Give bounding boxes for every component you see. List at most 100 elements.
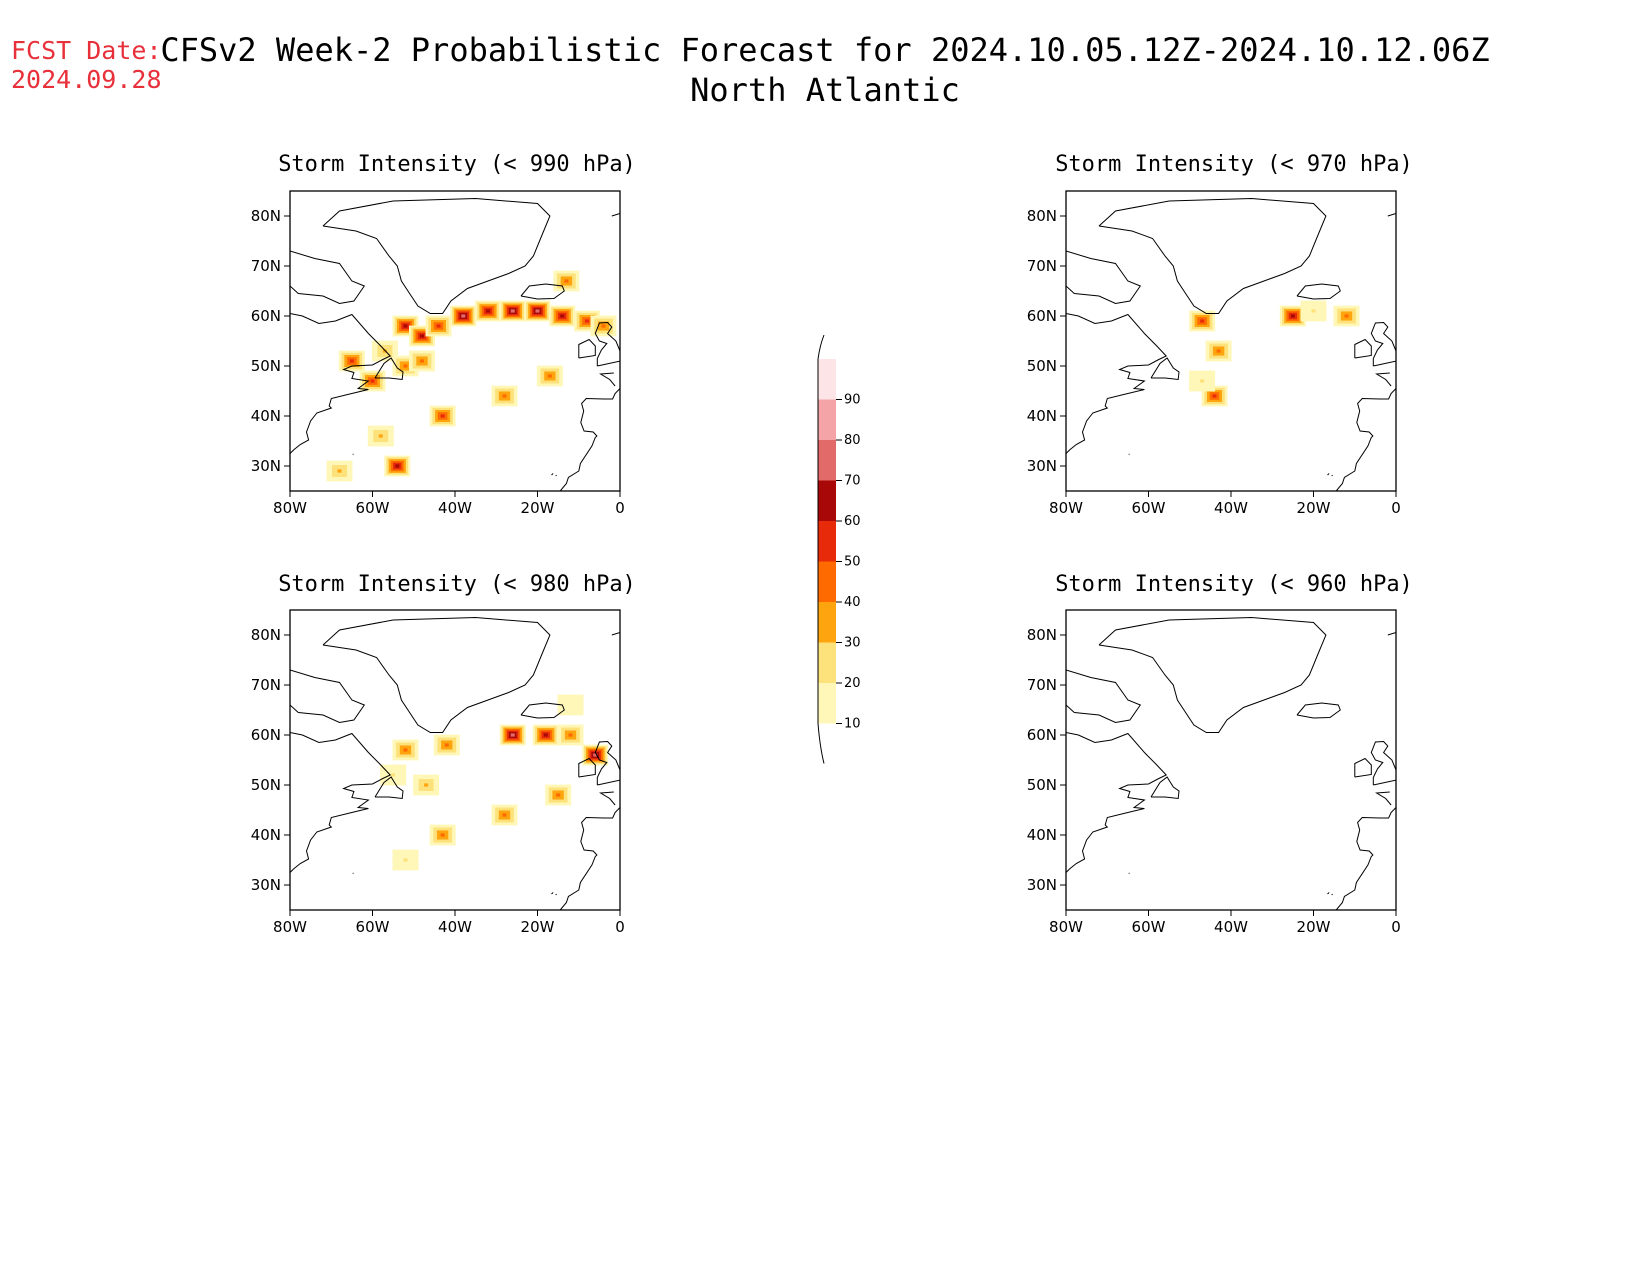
coastline [1335, 807, 1396, 910]
lat-tick-label: 40N [251, 407, 281, 425]
lat-tick-label: 40N [251, 826, 281, 844]
coastline [1066, 732, 1168, 873]
colorbar-label: 80 [844, 433, 861, 448]
coastline [559, 807, 620, 910]
lat-tick-label: 50N [251, 776, 281, 794]
lat-tick-label: 30N [251, 876, 281, 894]
colorbar: 10 20 30 40 50 60 70 80 90 [817, 334, 861, 764]
probability-cell [420, 334, 424, 338]
lon-tick-label: 80W [1049, 918, 1083, 936]
coastline [1387, 213, 1396, 217]
coastlines [1066, 616, 1396, 910]
coastline [1327, 892, 1330, 895]
coastline [1387, 632, 1396, 636]
coastline [559, 388, 620, 491]
lat-tick-label: 50N [1027, 776, 1057, 794]
colorbar-segment [818, 683, 836, 724]
coastline [290, 313, 392, 454]
colorbar-segment [818, 521, 836, 562]
lon-tick-label: 0 [1391, 918, 1401, 936]
probability-cell [370, 379, 375, 383]
coastline [352, 453, 354, 455]
probability-cell [424, 783, 429, 787]
colorbar-bottom-end [817, 723, 825, 764]
coastline [1066, 250, 1142, 305]
coastline [1150, 776, 1180, 800]
coastline [1370, 740, 1396, 786]
coastline [1331, 474, 1333, 477]
forecast-date-value: 2024.09.28 [11, 65, 162, 94]
coastline [290, 250, 366, 305]
lat-tick-label: 80N [251, 626, 281, 644]
colorbar-segment [818, 642, 836, 683]
lat-tick-label: 30N [1027, 876, 1057, 894]
coastlines [1066, 197, 1396, 491]
probability-cell [568, 733, 573, 737]
colorbar-top-end [817, 334, 825, 360]
probability-cell [436, 324, 441, 328]
coastline [1335, 388, 1396, 491]
colorbar-label: 70 [844, 474, 861, 489]
coastline [322, 197, 551, 314]
probability-cell [535, 309, 540, 313]
probability-cell [403, 748, 408, 752]
lon-tick-label: 0 [615, 499, 625, 517]
forecast-date-block: FCST Date: 2024.09.28 [11, 36, 162, 94]
coastline [1098, 197, 1327, 314]
lon-tick-label: 80W [273, 918, 307, 936]
lon-tick-label: 40W [438, 918, 472, 936]
coastline [551, 892, 554, 895]
probability-cell [543, 733, 548, 737]
colorbar-segment [818, 440, 836, 481]
coastline [594, 321, 620, 367]
coastline [1296, 702, 1341, 719]
probability-cell [337, 469, 342, 473]
colorbar-segment [818, 399, 836, 440]
coastline [352, 872, 354, 874]
coastline [1375, 791, 1392, 806]
probability-cell [420, 359, 424, 363]
lon-tick-label: 40W [438, 499, 472, 517]
probability-cell [1290, 314, 1295, 318]
map-panel-970: 80N 70N 60N 50N 40N 30N 80W 60W 40W 20W 0 [1027, 190, 1401, 517]
lat-tick-label: 40N [1027, 826, 1057, 844]
coastline [1327, 473, 1330, 476]
probability-cell [1344, 314, 1349, 318]
probability-cell [403, 364, 408, 368]
colorbar-segment [818, 602, 836, 643]
colorbar-segment [818, 359, 836, 400]
probability-cell [510, 309, 515, 313]
lat-tick-label: 80N [1027, 626, 1057, 644]
coastline [599, 791, 616, 806]
lat-tick-label: 70N [1027, 257, 1057, 275]
region-subtitle: North Atlantic [690, 71, 960, 109]
colorbar-label: 40 [844, 595, 861, 610]
probability-cell [502, 394, 507, 398]
lat-tick-label: 80N [251, 207, 281, 225]
colorbar-label: 60 [844, 514, 861, 529]
probability-cell [403, 324, 408, 328]
probability-cell [1212, 394, 1217, 398]
colorbar-label: 20 [844, 676, 861, 691]
coastline [1150, 357, 1180, 381]
coastline [555, 474, 557, 477]
panel-title-960: Storm Intensity (< 960 hPa) [1055, 572, 1413, 597]
coastline [1128, 453, 1130, 455]
colorbar-label: 10 [844, 717, 861, 732]
probability-field [326, 270, 617, 482]
lon-tick-label: 20W [1297, 499, 1331, 517]
lon-tick-label: 80W [1049, 499, 1083, 517]
colorbar-segment [818, 561, 836, 602]
lat-tick-label: 30N [1027, 457, 1057, 475]
lon-tick-label: 0 [1391, 499, 1401, 517]
probability-cell [564, 279, 569, 283]
lon-tick-label: 20W [521, 918, 555, 936]
probability-cell [510, 733, 515, 737]
lat-tick-label: 60N [251, 307, 281, 325]
map-frame [289, 609, 621, 911]
forecast-date-label: FCST Date: [11, 36, 162, 65]
probability-field [1189, 300, 1360, 407]
lon-tick-label: 60W [1132, 499, 1166, 517]
lon-tick-label: 60W [1132, 918, 1166, 936]
map-panel-980: 80N 70N 60N 50N 40N 30N 80W 60W 40W 20W 0 [251, 609, 625, 936]
